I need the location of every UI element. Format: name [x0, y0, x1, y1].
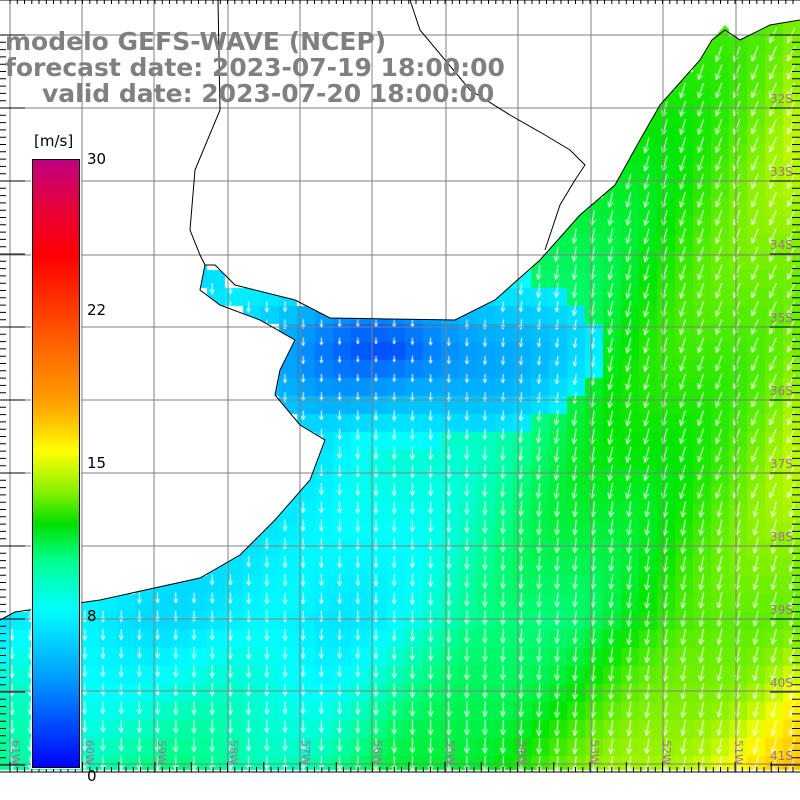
valid-date: valid date: 2023-07-20 18:00:00 [42, 79, 495, 108]
forecast-date: forecast date: 2023-07-19 18:00:00 [5, 53, 505, 82]
colorbar-unit: [m/s] [34, 132, 74, 150]
lon-label: 52W [660, 740, 673, 765]
tick-marks [0, 0, 800, 773]
lat-label: 37S [770, 457, 793, 471]
model-title: modelo GEFS-WAVE (NCEP) [5, 27, 387, 56]
lat-label: 34S [770, 238, 793, 252]
lat-label: 39S [770, 603, 793, 617]
lat-label: 40S [770, 676, 793, 690]
lon-label: 51W [732, 740, 745, 765]
lon-label: 55W [444, 740, 457, 765]
colorbar-label-8: 8 [87, 607, 97, 625]
lon-label: 54W [516, 740, 529, 765]
coastline [0, 0, 800, 621]
lat-label: 33S [770, 165, 793, 179]
axis-ticks [0, 0, 800, 773]
lat-label: 35S [770, 311, 793, 325]
lat-label: 36S [770, 384, 793, 398]
colorbar-label-22: 22 [87, 301, 107, 319]
lat-label: 32S [770, 92, 793, 106]
lon-label: 61W [9, 740, 22, 765]
lon-label: 58W [227, 740, 240, 765]
lat-label: 41S [770, 749, 793, 763]
graticule [0, 0, 800, 772]
lon-label: 57W [299, 740, 312, 765]
colorbar-label-0: 0 [87, 767, 97, 785]
lon-label: 59W [155, 740, 168, 765]
lon-label: 53W [588, 740, 601, 765]
colorbar [31, 158, 81, 769]
lat-label: 38S [770, 530, 793, 544]
colorbar-label-30: 30 [87, 150, 107, 168]
lon-label: 56W [371, 740, 384, 765]
lon-label: 60W [83, 740, 96, 765]
colorbar-label-15: 15 [87, 454, 107, 472]
lagoon-shore [409, 0, 586, 251]
